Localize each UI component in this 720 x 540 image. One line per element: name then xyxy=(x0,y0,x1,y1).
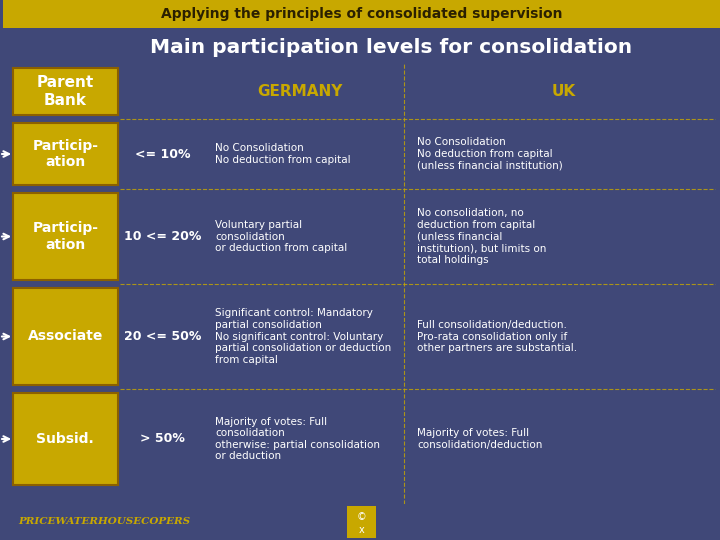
FancyBboxPatch shape xyxy=(346,506,377,538)
Text: <= 10%: <= 10% xyxy=(135,147,190,160)
Text: Particip-
ation: Particip- ation xyxy=(32,221,99,252)
Text: Significant control: Mandatory
partial consolidation
No significant control: Vol: Significant control: Mandatory partial c… xyxy=(215,308,392,364)
Text: Full consolidation/deduction.
Pro-rata consolidation only if
other partners are : Full consolidation/deduction. Pro-rata c… xyxy=(418,320,577,353)
Text: Subsid.: Subsid. xyxy=(37,432,94,446)
Text: Parent
Bank: Parent Bank xyxy=(37,75,94,107)
Text: Main participation levels for consolidation: Main participation levels for consolidat… xyxy=(150,38,632,57)
Text: Majority of votes: Full
consolidation
otherwise: partial consolidation
or deduct: Majority of votes: Full consolidation ot… xyxy=(215,416,380,461)
Text: Applying the principles of consolidated supervision: Applying the principles of consolidated … xyxy=(161,7,562,21)
Text: No consolidation, no
deduction from capital
(unless financial
institution), but : No consolidation, no deduction from capi… xyxy=(418,208,546,265)
Text: 10 <= 20%: 10 <= 20% xyxy=(124,230,201,243)
FancyBboxPatch shape xyxy=(3,504,720,540)
Text: Voluntary partial
consolidation
or deduction from capital: Voluntary partial consolidation or deduc… xyxy=(215,220,348,253)
Text: UK: UK xyxy=(552,84,576,99)
Text: 20 <= 50%: 20 <= 50% xyxy=(124,330,201,343)
Text: No Consolidation
No deduction from capital
(unless financial institution): No Consolidation No deduction from capit… xyxy=(418,137,563,171)
FancyBboxPatch shape xyxy=(13,193,117,280)
FancyBboxPatch shape xyxy=(13,393,117,485)
Text: Majority of votes: Full
consolidation/deduction: Majority of votes: Full consolidation/de… xyxy=(418,428,543,450)
Text: > 50%: > 50% xyxy=(140,433,185,446)
Text: Particip-
ation: Particip- ation xyxy=(32,139,99,169)
Text: No Consolidation
No deduction from capital: No Consolidation No deduction from capit… xyxy=(215,143,351,165)
Text: x: x xyxy=(359,525,364,535)
FancyBboxPatch shape xyxy=(3,0,720,28)
Text: Associate: Associate xyxy=(27,329,103,343)
Text: PRICEWATERHOUSECOPERS: PRICEWATERHOUSECOPERS xyxy=(18,517,190,526)
FancyBboxPatch shape xyxy=(13,68,117,115)
FancyBboxPatch shape xyxy=(13,288,117,385)
Text: GERMANY: GERMANY xyxy=(257,84,343,99)
Text: ©: © xyxy=(356,512,366,522)
FancyBboxPatch shape xyxy=(13,123,117,185)
